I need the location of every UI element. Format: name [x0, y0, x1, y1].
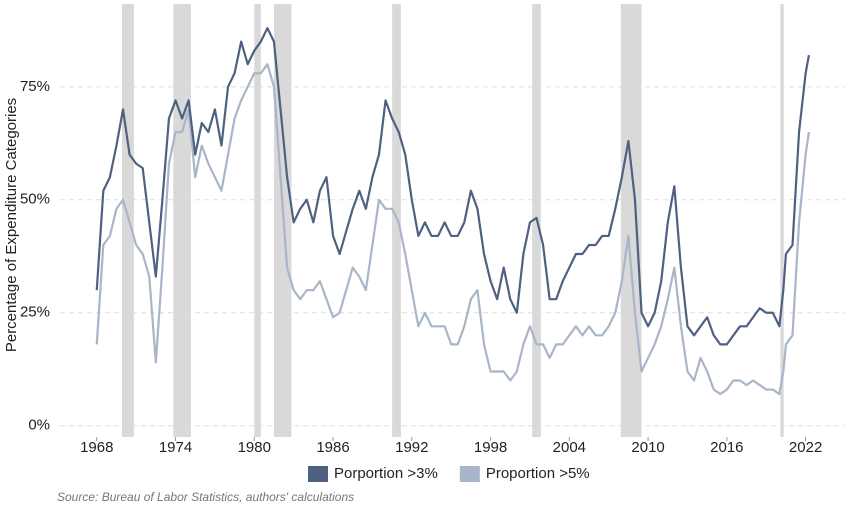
x-tick-label: 2004: [553, 439, 586, 456]
legend-label: Porportion >3%: [334, 465, 438, 482]
legend-swatch: [308, 466, 328, 482]
y-axis-label: Percentage of Expenditure Categories: [3, 98, 20, 352]
x-tick-label: 2016: [710, 439, 743, 456]
y-tick-label: 75%: [20, 78, 50, 95]
source-note: Source: Bureau of Labor Statistics, auth…: [57, 490, 354, 504]
series-line: [95, 26, 810, 346]
x-tick-label: 1986: [316, 439, 349, 456]
x-tick-label: 1998: [474, 439, 507, 456]
x-tick-label: 1992: [395, 439, 428, 456]
recession-band: [173, 4, 191, 437]
x-tick-label: 1974: [159, 439, 192, 456]
recession-band: [620, 4, 642, 437]
x-tick-label: 2010: [631, 439, 664, 456]
series-line: [95, 63, 810, 396]
recession-band: [392, 4, 401, 437]
y-tick-label: 0%: [28, 417, 50, 434]
x-tick-label: 1968: [80, 439, 113, 456]
x-tick-label: 2022: [789, 439, 822, 456]
y-tick-label: 50%: [20, 191, 50, 208]
recession-band: [780, 4, 784, 437]
recession-band: [254, 4, 261, 437]
legend-label: Proportion >5%: [486, 465, 590, 482]
legend-swatch: [459, 466, 480, 482]
y-tick-label: 25%: [20, 304, 50, 321]
x-tick-label: 1980: [238, 439, 271, 456]
